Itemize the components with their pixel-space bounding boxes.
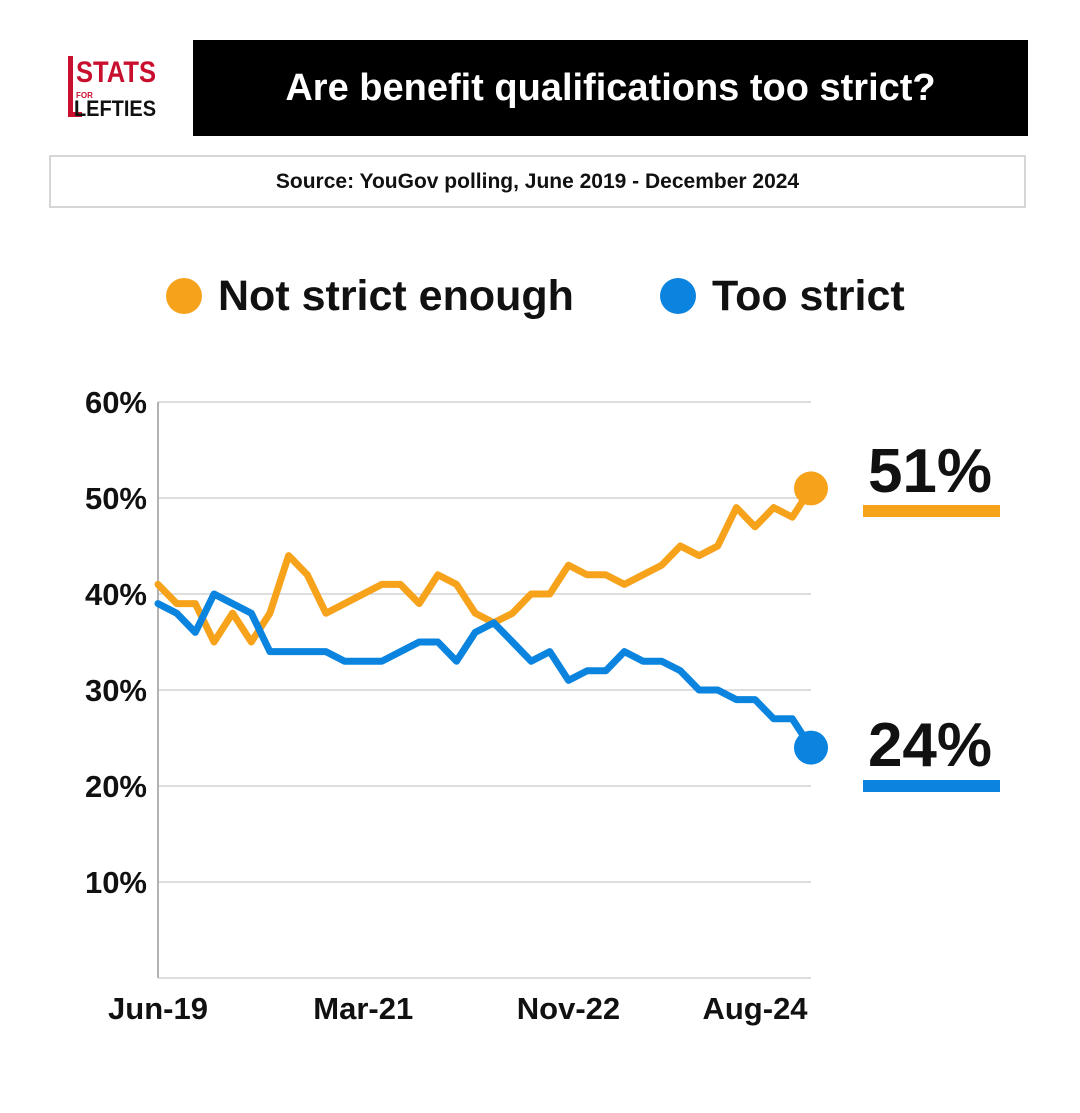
series-line-not-strict <box>154 484 815 646</box>
end-value-label-too-strict: 24% <box>868 711 992 780</box>
series-line-too-strict <box>154 590 815 752</box>
y-tick-label-30: 30% <box>85 673 147 708</box>
logo-bar <box>68 56 73 116</box>
source-box: Source: YouGov polling, June 2019 - Dece… <box>49 155 1026 208</box>
legend-label-not-strict: Not strict enough <box>218 271 574 320</box>
legend-item-too-strict: Too strict <box>660 266 905 326</box>
x-tick-label-aug-24: Aug-24 <box>702 991 808 1026</box>
end-marker-too-strict <box>794 730 828 765</box>
legend-item-not-strict: Not strict enough <box>166 266 574 326</box>
legend-dot-not-strict <box>166 278 202 314</box>
y-tick-label-50: 50% <box>85 481 147 516</box>
chart-title-bar: Are benefit qualifications too strict? <box>193 40 1028 136</box>
logo-text-lefties: LEFTIES <box>74 96 156 121</box>
end-marker-not-strict <box>794 471 828 506</box>
stats-for-lefties-logo: STATS FOR LEFTIES <box>68 56 156 121</box>
legend-dot-too-strict <box>660 278 696 314</box>
x-tick-label-nov-22: Nov-22 <box>517 991 620 1026</box>
source-text: Source: YouGov polling, June 2019 - Dece… <box>275 169 800 193</box>
x-tick-label-mar-21: Mar-21 <box>313 991 413 1026</box>
logo-bar-foot <box>68 112 82 117</box>
y-tick-label-60: 60% <box>85 385 147 420</box>
legend: Not strict enough Too strict <box>0 266 1080 326</box>
end-value-underline-not-strict <box>863 505 1000 517</box>
x-tick-label-jun-19: Jun-19 <box>108 991 208 1026</box>
y-tick-label-40: 40% <box>85 577 147 612</box>
logo-text-stats: STATS <box>76 56 156 89</box>
y-tick-label-20: 20% <box>85 769 147 804</box>
end-value-underline-too-strict <box>863 780 1000 792</box>
legend-label-too-strict: Too strict <box>712 271 905 320</box>
logo-text-for: FOR <box>76 91 93 100</box>
y-tick-label-10: 10% <box>85 865 147 900</box>
chart-title: Are benefit qualifications too strict? <box>285 66 936 109</box>
end-value-label-not-strict: 51% <box>868 437 992 506</box>
